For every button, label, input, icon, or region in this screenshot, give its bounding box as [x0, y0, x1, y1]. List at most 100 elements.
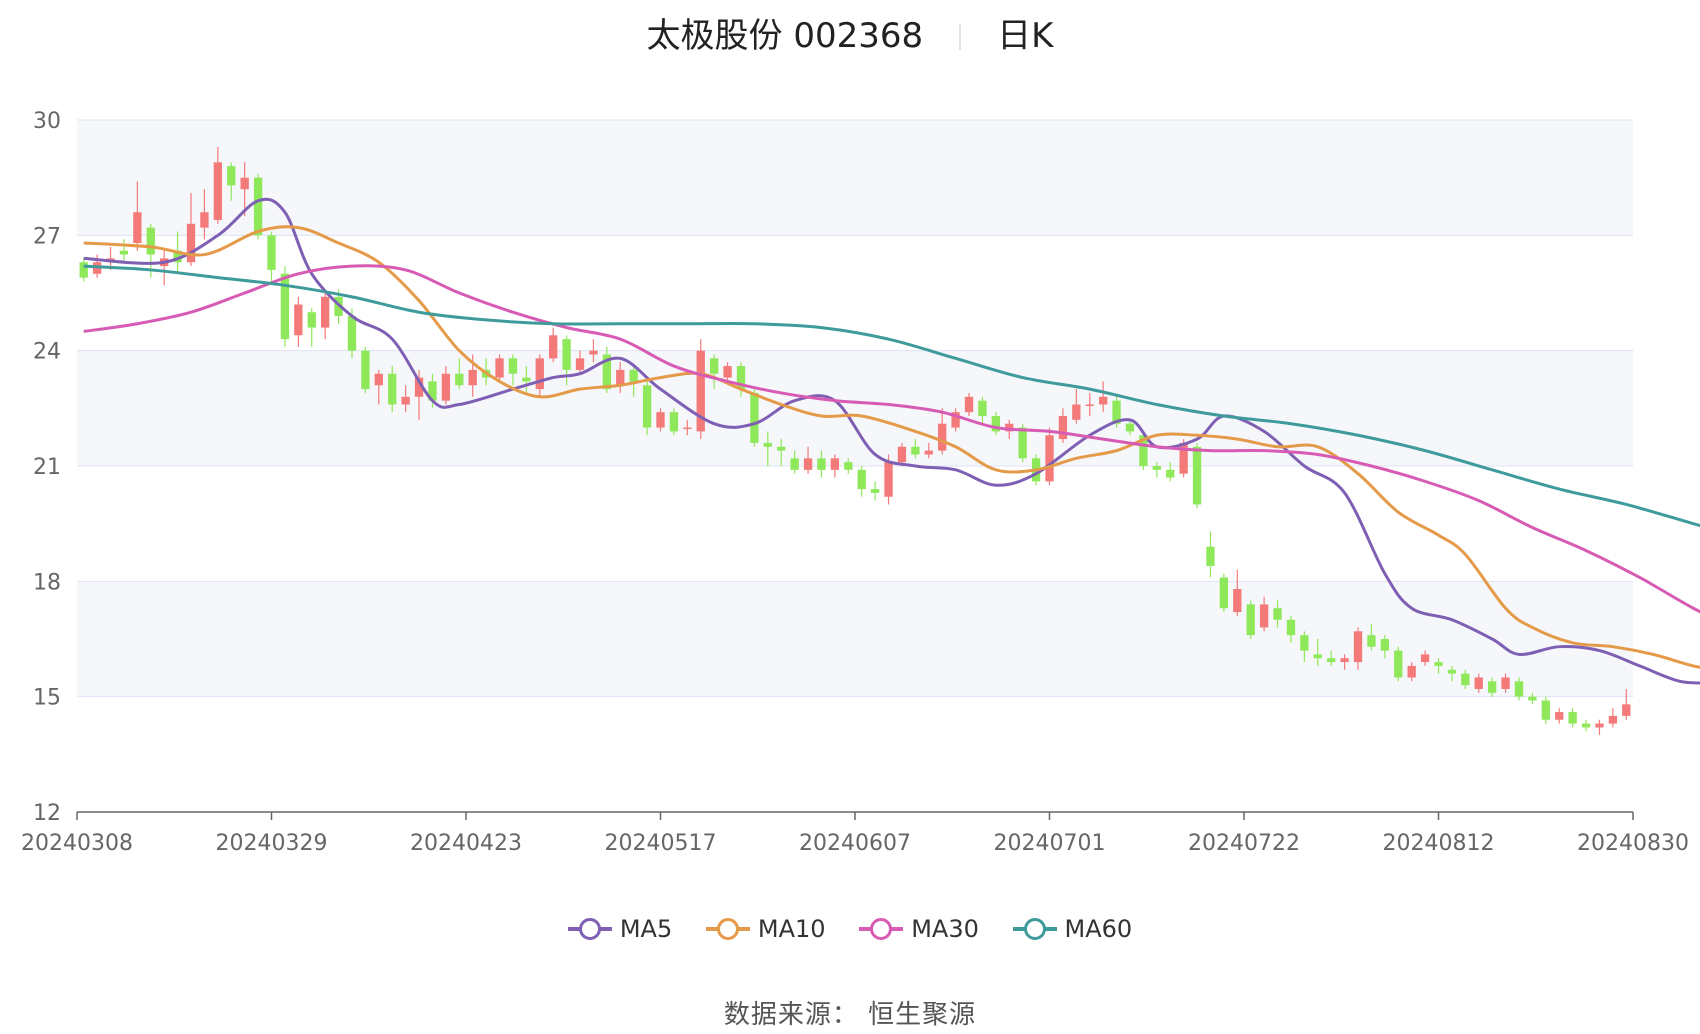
candle-body [1058, 416, 1068, 440]
candle-body [1206, 546, 1215, 566]
candle-body [870, 489, 880, 493]
candle-body [1555, 712, 1564, 720]
candle-body [750, 392, 759, 443]
legend-marker-ma5 [567, 917, 612, 941]
y-tick-label: 21 [33, 455, 61, 480]
candle-body [1487, 681, 1497, 693]
legend-item-ma10[interactable]: MA10 [705, 915, 826, 943]
ma-line-ma5 [83, 197, 1700, 685]
candle-body [1608, 715, 1618, 724]
candle-body [522, 377, 531, 382]
candle-body [347, 316, 357, 351]
candle-body [267, 235, 276, 270]
candle-body [642, 385, 652, 428]
candle-body [1085, 404, 1094, 406]
x-tick-label: 20240423 [410, 831, 522, 856]
ma-line-ma10 [83, 225, 1700, 669]
candle-body [1259, 604, 1269, 628]
candle-body [1380, 639, 1390, 651]
candle-body [696, 350, 705, 432]
candle-body [1192, 446, 1202, 505]
candle-body [146, 227, 155, 255]
candle-body [240, 177, 249, 190]
legend-label-ma5: MA5 [619, 915, 673, 943]
candle-body [1005, 423, 1014, 432]
candle-body [200, 212, 209, 228]
candle-body [817, 458, 826, 470]
candle-body [897, 446, 907, 463]
legend-item-ma30[interactable]: MA30 [859, 915, 979, 943]
candle-body [1407, 665, 1416, 678]
candle-body [1394, 650, 1403, 678]
candle-body [1313, 654, 1322, 659]
candle-body [294, 304, 303, 336]
candle-body [924, 450, 933, 455]
candle-body [1461, 673, 1470, 686]
candle-body [683, 427, 692, 430]
y-tick-label: 30 [33, 109, 61, 134]
candle-body [709, 358, 719, 374]
candle-body [830, 458, 840, 470]
candle-body [1098, 396, 1108, 405]
candle-body [616, 369, 625, 386]
candle-body [1327, 658, 1336, 663]
x-tick-label: 20240308 [21, 831, 133, 856]
candle-body [964, 396, 974, 413]
candle-body [280, 273, 290, 340]
candle-body [455, 373, 464, 386]
candle-body [1219, 577, 1229, 609]
candle-body [495, 358, 504, 378]
candle-body [186, 223, 196, 263]
data-source: 数据来源： 恒生聚源 [723, 1000, 977, 1030]
legend-marker-ma10 [705, 917, 750, 941]
candle-body [736, 366, 746, 390]
stock-name: 太极股份 002368 [646, 16, 924, 56]
legend: MA5 MA10 MA30 MA60 [0, 915, 1700, 947]
candle-body [227, 166, 236, 186]
legend-label-ma30: MA30 [911, 915, 979, 943]
candle-body [777, 446, 786, 451]
legend-label-ma60: MA60 [1064, 915, 1133, 943]
ma-line-ma60 [83, 264, 1700, 528]
candle-body [79, 262, 88, 278]
candle-body [656, 412, 665, 428]
candle-body [723, 366, 732, 378]
candle-body [1595, 723, 1604, 728]
candle-body [884, 462, 893, 497]
candle-body [1179, 442, 1188, 474]
candle-body [213, 162, 223, 220]
candle-body [1125, 423, 1135, 432]
candle-body [562, 339, 571, 370]
candle-body [790, 458, 799, 470]
candle-body [1139, 435, 1148, 466]
candle-body [1340, 658, 1349, 663]
candle-body [361, 350, 370, 390]
candle-body [1246, 604, 1255, 636]
candle-body [1501, 677, 1510, 689]
candle-body [589, 350, 598, 355]
candle-body [414, 377, 424, 397]
candle-body [1152, 466, 1161, 470]
legend-item-ma60[interactable]: MA60 [1012, 915, 1133, 943]
x-tick-label: 20240701 [994, 831, 1106, 856]
legend-marker-ma60 [1012, 917, 1057, 941]
candle-body [535, 358, 544, 390]
x-tick-label: 20240607 [799, 831, 911, 856]
candle-body [1233, 589, 1242, 613]
candle-body [441, 373, 451, 401]
candle-body [428, 381, 437, 401]
candle-body [1581, 723, 1591, 728]
candle-body [508, 358, 518, 374]
candle-body [763, 442, 772, 447]
plot-band [77, 350, 1633, 466]
kline-chart: 12 15 18 21 24 27 30 20240308 20240329 20240423 20… [21, 109, 1700, 856]
x-tick-label: 20240329 [216, 831, 328, 856]
y-tick-label: 18 [33, 570, 61, 595]
legend-item-ma5[interactable]: MA5 [567, 915, 673, 943]
candle-body [253, 177, 263, 236]
x-tick-label: 20240517 [605, 831, 717, 856]
candle-body [575, 358, 585, 370]
period-label: 日K [997, 16, 1054, 56]
candle-body [1045, 435, 1054, 482]
x-tick-label: 20240812 [1383, 831, 1495, 856]
